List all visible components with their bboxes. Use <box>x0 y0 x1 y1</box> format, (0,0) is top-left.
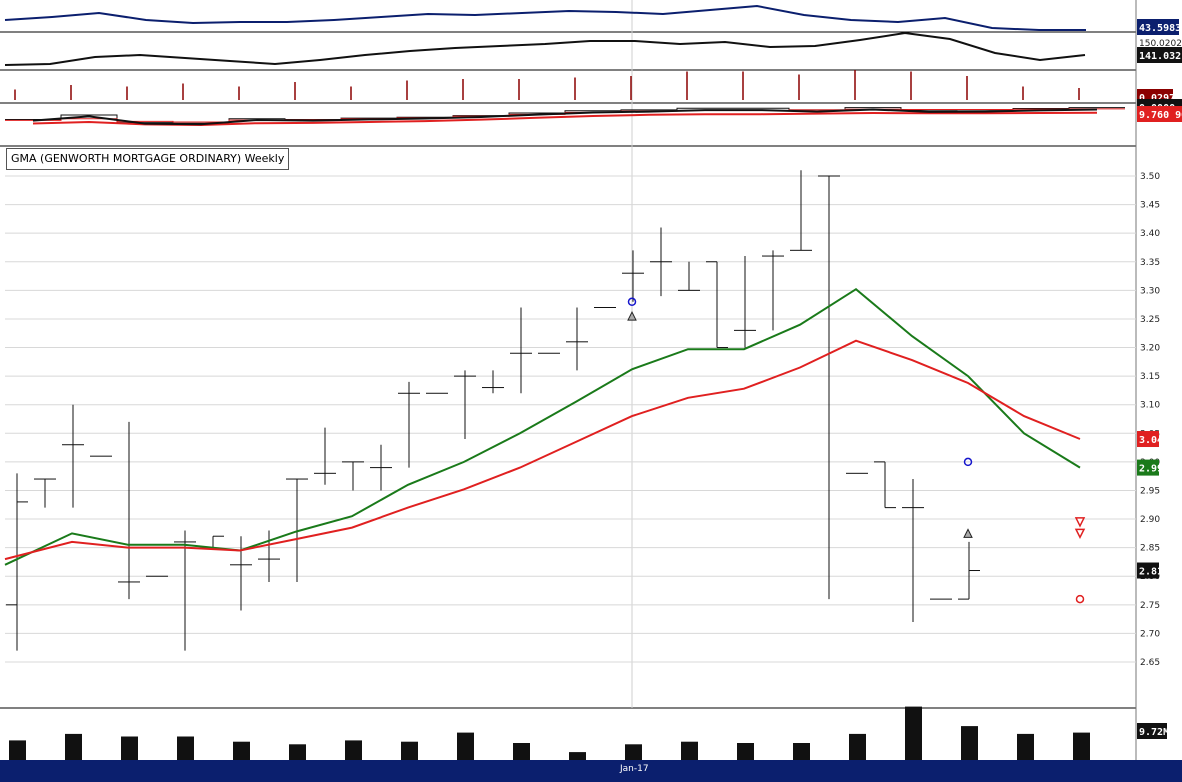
y-tick-label: 3.45 <box>1140 201 1160 211</box>
volume-bars <box>9 706 1090 760</box>
y-tick-label: 2.70 <box>1140 629 1160 639</box>
volume-bar <box>905 706 922 760</box>
y-tick-label: 2.75 <box>1140 601 1160 611</box>
y-tick-label: 3.25 <box>1140 315 1160 325</box>
triangle-up-marker <box>963 528 973 538</box>
triangle-down-marker <box>1074 528 1086 540</box>
y-tick-label: 3.35 <box>1140 258 1160 268</box>
volume-bar <box>849 733 866 760</box>
volume-bar <box>625 744 642 760</box>
chart-title: GMA (GENWORTH MORTGAGE ORDINARY) Weekly <box>6 148 290 170</box>
panel-4-red-line <box>32 111 1098 127</box>
panel-2-tag: 141.0321M <box>1139 51 1182 62</box>
volume-bar <box>737 743 754 760</box>
volume-bar <box>1017 733 1034 760</box>
y-tick-label: 2.95 <box>1140 486 1160 496</box>
volume-bar <box>121 736 138 760</box>
volume-bar <box>345 740 362 760</box>
panel-2-line <box>4 31 1086 66</box>
y-tick-label: 2.85 <box>1140 544 1160 554</box>
volume-bar <box>65 733 82 760</box>
panel-2-sub-tag: 150.0202M <box>1139 39 1182 49</box>
panel-1-tag-bg <box>1137 19 1179 35</box>
price-tag: 2.81 <box>1139 567 1163 578</box>
y-tick-label: 3.40 <box>1140 229 1160 239</box>
panel-4-black-line <box>32 108 1098 126</box>
signal-markers <box>627 297 1086 604</box>
volume-bar <box>233 741 250 760</box>
panel-4-red-tag-bg <box>1137 106 1182 122</box>
value-tags: 3.04 2.99 2.81 43.5983 150.0202M 141.0321M 0.0… <box>1137 19 1182 739</box>
time-axis-label: Jan-17 <box>620 764 649 774</box>
indicator-panels <box>4 4 1125 127</box>
y-tick-label: 3.15 <box>1140 372 1160 382</box>
buy-circle-marker <box>963 457 973 467</box>
volume-bar <box>401 741 418 760</box>
panel-1-line <box>4 4 1086 31</box>
price-tag-bg <box>1137 562 1159 579</box>
price-tag-bg <box>1137 459 1159 476</box>
price-tag: 2.99 <box>1139 464 1163 475</box>
volume-bar <box>513 743 530 760</box>
volume-bar <box>961 726 978 760</box>
price-axis: 3.503.453.403.353.303.253.203.153.103.05… <box>1140 172 1160 668</box>
panel-4-red-tag: 9.760 9098 <box>1139 110 1182 121</box>
y-tick-label: 3.10 <box>1140 401 1160 411</box>
volume-tag: 9.72M <box>1139 727 1169 738</box>
volume-tag-bg <box>1137 723 1167 739</box>
moving-averages <box>4 287 1081 566</box>
panel-2-tag-bg <box>1137 47 1182 63</box>
volume-bar <box>9 740 26 760</box>
volume-bar <box>681 741 698 760</box>
panel-1-tag: 43.5983 <box>1139 23 1181 34</box>
panel-3-tag: 0.0297 <box>1139 93 1175 104</box>
ma-line <box>4 287 1081 566</box>
y-tick-label: 2.65 <box>1140 658 1160 668</box>
price-tag-bg <box>1137 431 1159 448</box>
price-grid <box>5 175 1136 663</box>
buy-circle-marker <box>627 297 637 307</box>
panel-2-bg <box>0 32 1182 70</box>
ohlc-bars <box>6 170 980 651</box>
y-tick-label: 2.90 <box>1140 515 1160 525</box>
volume-bar <box>1073 732 1090 760</box>
triangle-down-marker <box>1074 517 1086 528</box>
panel-3-bg <box>0 70 1182 103</box>
sell-circle-marker <box>1075 594 1085 604</box>
panel-1-bg <box>0 0 1182 32</box>
y-tick-label: 3.30 <box>1140 286 1160 296</box>
y-tick-label: 3.20 <box>1140 344 1160 354</box>
y-tick-label: 3.50 <box>1140 172 1160 182</box>
volume-bar <box>177 736 194 760</box>
ma-line <box>4 339 1081 561</box>
volume-bar <box>793 743 810 760</box>
volume-bar <box>457 732 474 760</box>
time-axis-footer: Jan-17 <box>0 760 1182 782</box>
volume-bar <box>569 752 586 760</box>
volume-bar <box>289 744 306 760</box>
price-tag: 3.04 <box>1139 435 1163 446</box>
triangle-up-marker <box>627 310 637 321</box>
